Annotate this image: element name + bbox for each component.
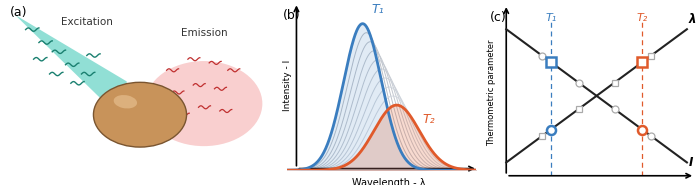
Ellipse shape [113, 95, 137, 108]
Text: Wavelength - λ: Wavelength - λ [352, 178, 426, 185]
Text: Emission: Emission [181, 28, 228, 38]
Text: λ: λ [689, 13, 696, 26]
Text: Thermometric parameter: Thermometric parameter [487, 39, 496, 146]
Text: Excitation: Excitation [61, 17, 113, 27]
Text: T₁: T₁ [372, 3, 384, 16]
Text: T₁: T₁ [545, 13, 557, 23]
Ellipse shape [146, 61, 262, 146]
Text: (b): (b) [284, 9, 301, 22]
Text: I: I [689, 156, 693, 169]
Text: (c): (c) [490, 11, 507, 24]
Text: (a): (a) [10, 6, 27, 18]
Text: T₂: T₂ [636, 13, 648, 23]
Text: Intensity - I: Intensity - I [283, 60, 291, 111]
Circle shape [94, 82, 186, 147]
Polygon shape [15, 15, 127, 124]
Text: T₂: T₂ [422, 113, 435, 126]
